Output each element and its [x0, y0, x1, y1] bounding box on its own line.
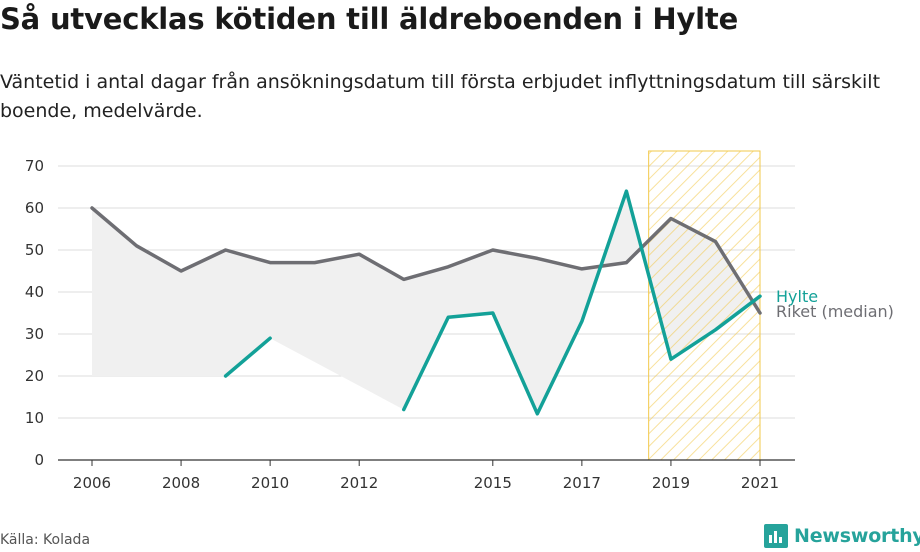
- source-note: Källa: Kolada: [0, 532, 91, 548]
- y-tick-label: 0: [34, 451, 44, 469]
- x-tick-label: 2008: [162, 474, 200, 492]
- x-tick-label: 2019: [652, 474, 690, 492]
- y-tick-label: 40: [25, 283, 44, 301]
- brand-name: Newsworthy: [794, 525, 920, 547]
- difference-area: [92, 191, 760, 414]
- line-chart: 0 10 20 30 40 50 60 70 2006 2008 2010 2012 2015 2017 2…: [25, 150, 894, 492]
- chart-subtitle: Väntetid i antal dagar från ansökningsda…: [0, 71, 881, 122]
- y-tick-label: 10: [25, 409, 44, 427]
- bar-chart-speech-icon: [764, 524, 788, 548]
- y-tick-label: 20: [25, 367, 44, 385]
- x-tick-label: 2017: [563, 474, 601, 492]
- chart-title: Så utvecklas kötiden till äldreboenden i…: [0, 2, 739, 36]
- y-tick-label: 60: [25, 199, 44, 217]
- x-tick-label: 2015: [474, 474, 512, 492]
- y-tick-label: 50: [25, 241, 44, 259]
- y-tick-label: 30: [25, 325, 44, 343]
- series-label-hylte: Hylte: [776, 287, 818, 306]
- x-tick-label: 2006: [73, 474, 111, 492]
- series-line-riket: [90, 206, 762, 315]
- brand-logo: Newsworthy: [764, 520, 920, 552]
- x-tick-label: 2021: [741, 474, 779, 492]
- x-tick-label: 2012: [340, 474, 378, 492]
- series-line-hylte: [223, 336, 272, 378]
- series-line-hylte: [401, 189, 762, 416]
- x-tick-label: 2010: [251, 474, 289, 492]
- series-label-riket: Riket (median): [776, 302, 894, 321]
- highlight-band: [648, 151, 760, 460]
- y-tick-label: 70: [25, 157, 44, 175]
